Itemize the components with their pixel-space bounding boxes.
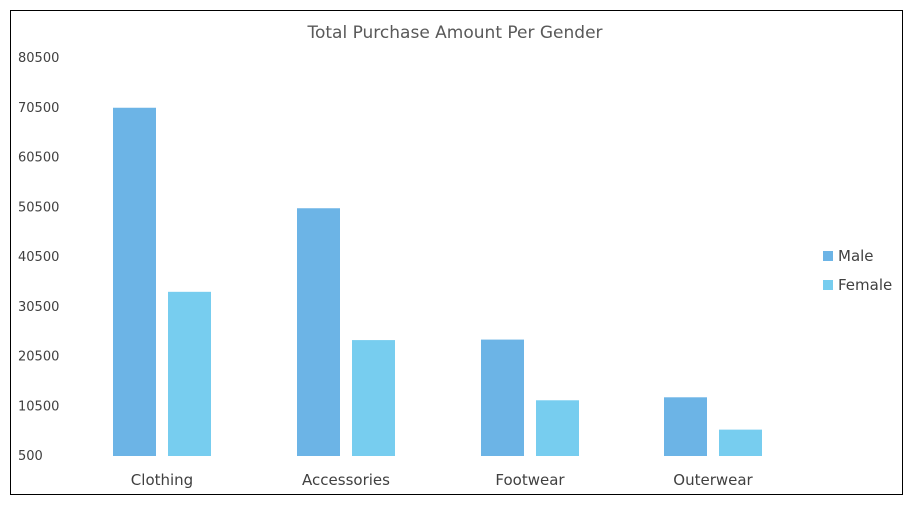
chart-title: Total Purchase Amount Per Gender bbox=[306, 23, 602, 43]
category-label: Footwear bbox=[495, 471, 565, 489]
bar-female-outerwear bbox=[719, 429, 762, 456]
category-label: Accessories bbox=[302, 471, 390, 489]
legend: Male Female bbox=[823, 247, 892, 294]
y-tick-label: 50500 bbox=[18, 200, 59, 215]
y-tick-label: 80500 bbox=[18, 51, 59, 66]
bars bbox=[113, 107, 762, 456]
y-tick-label: 20500 bbox=[18, 350, 59, 365]
bar-male-footwear bbox=[481, 339, 524, 456]
category-label: Outerwear bbox=[673, 471, 753, 489]
bar-female-clothing bbox=[168, 291, 211, 456]
bar-male-accessories bbox=[297, 208, 340, 456]
bar-male-clothing bbox=[113, 107, 156, 456]
y-tick-label: 10500 bbox=[18, 399, 59, 414]
y-tick-label: 60500 bbox=[18, 151, 59, 166]
y-tick-label: 30500 bbox=[18, 300, 59, 315]
y-tick-label: 70500 bbox=[18, 101, 59, 116]
y-tick-label: 40500 bbox=[18, 250, 59, 265]
category-label: Clothing bbox=[131, 471, 193, 489]
legend-swatch-female bbox=[823, 280, 833, 290]
y-tick-label: 500 bbox=[18, 449, 43, 464]
bar-female-footwear bbox=[536, 400, 579, 456]
chart-frame bbox=[10, 10, 903, 495]
legend-label-female: Female bbox=[838, 276, 892, 294]
bar-female-accessories bbox=[352, 340, 395, 456]
bar-male-outerwear bbox=[664, 397, 707, 456]
y-axis-ticks: 500 10500 20500 30500 40500 50500 60500 70500 80… bbox=[18, 51, 59, 464]
category-labels: Clothing Accessories Footwear Outerwear bbox=[131, 471, 754, 489]
legend-label-male: Male bbox=[838, 247, 874, 265]
legend-swatch-male bbox=[823, 251, 833, 261]
